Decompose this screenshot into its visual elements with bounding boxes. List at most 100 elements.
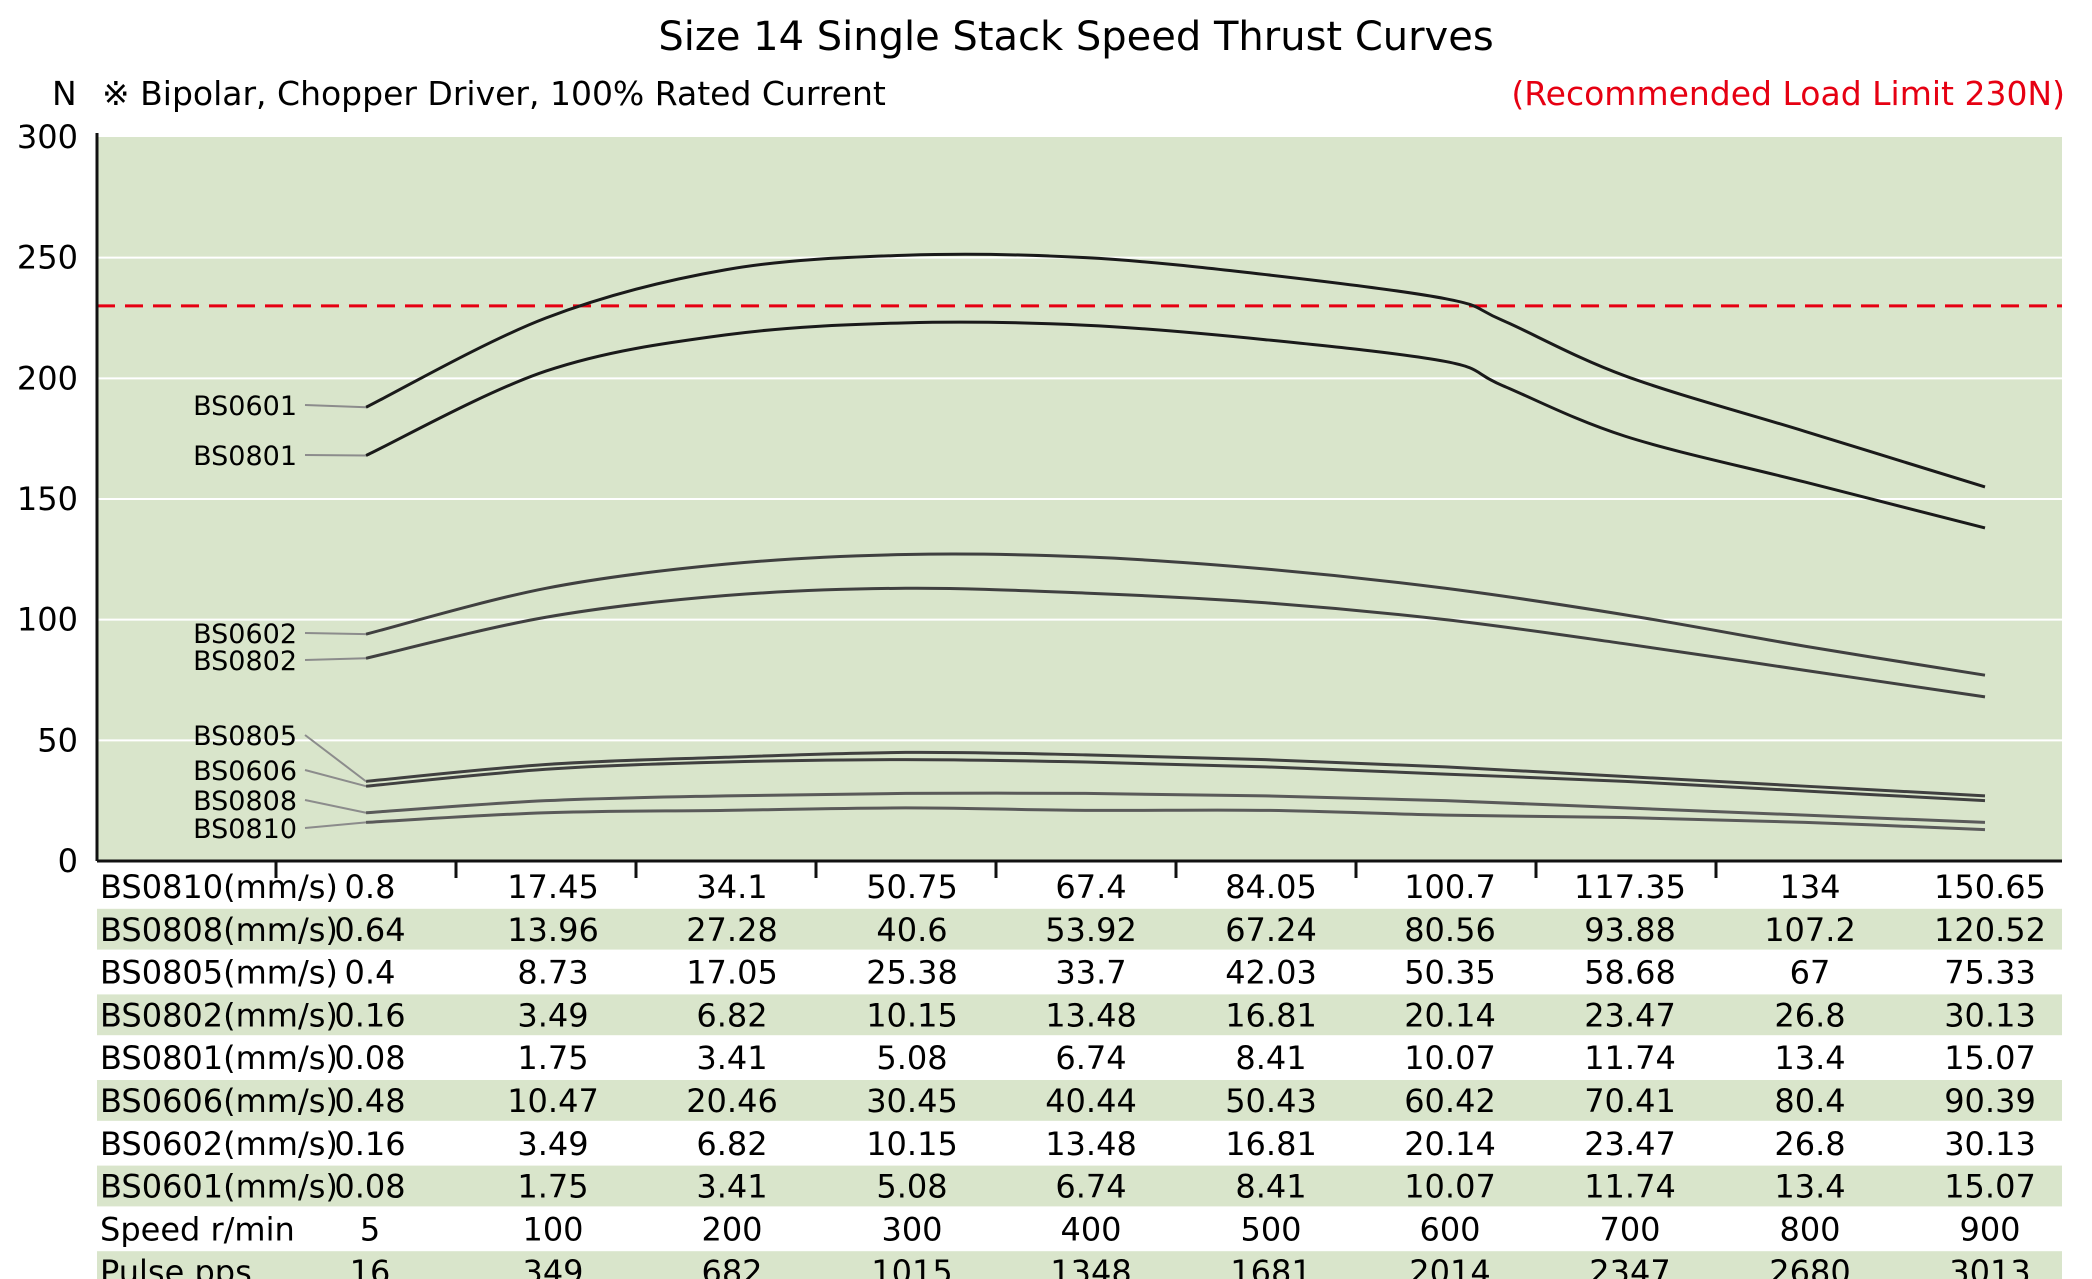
table-cell: 1348 — [1050, 1253, 1131, 1279]
table-cell: 1681 — [1230, 1253, 1311, 1279]
chart-title: Size 14 Single Stack Speed Thrust Curves — [658, 14, 1493, 60]
table-row: BS0802(mm/s)0.16 3.49 6.82 10.15 13.48 16.81 2… — [100, 996, 2036, 1034]
curve-bs0601 — [365, 252, 1986, 489]
table-cell: 900 — [1959, 1210, 2020, 1248]
table-cell: 2014 — [1409, 1253, 1490, 1279]
table-cell: 40.6 — [876, 911, 947, 949]
table-cell: 11.74 — [1584, 1168, 1676, 1206]
series-label-bs0810: BS0810 — [193, 814, 297, 845]
table-cell: 3.49 — [517, 1125, 588, 1163]
table-cell: 6.74 — [1055, 1039, 1126, 1077]
table-cell: 50.35 — [1404, 954, 1496, 992]
y-tick-label: 100 — [17, 601, 78, 639]
table-row-label: BS0801(mm/s) — [100, 1039, 338, 1077]
leader-line — [304, 769, 367, 788]
table-row-stripe — [97, 1080, 2062, 1121]
table-cell: 5.08 — [876, 1039, 947, 1077]
table-row: BS0602(mm/s)0.16 3.49 6.82 10.15 13.48 16.81 2… — [100, 1125, 2036, 1163]
data-table: BS0810(mm/s) 0.8 17.45 34.1 50.75 67.4 84.05 10… — [97, 868, 2062, 1279]
table-cell: 67.4 — [1055, 868, 1126, 906]
table-cell: 60.42 — [1404, 1082, 1496, 1120]
table-cell: 700 — [1599, 1210, 1660, 1248]
table-cell: 17.45 — [507, 868, 599, 906]
table-cell: 16 — [350, 1253, 391, 1279]
table-cell: 120.52 — [1934, 911, 2046, 949]
table-cell: 13.96 — [507, 911, 599, 949]
table-cell: 84.05 — [1225, 868, 1317, 906]
leader-line — [304, 821, 367, 829]
table-cell: 42.03 — [1225, 954, 1317, 992]
table-cell: 6.82 — [696, 1125, 767, 1163]
table-row-label: BS0602(mm/s) — [100, 1125, 338, 1163]
table-cell: 16.81 — [1225, 1125, 1317, 1163]
table-cell: 6.74 — [1055, 1168, 1126, 1206]
table-cell: 1015 — [871, 1253, 952, 1279]
table-cell: 26.8 — [1774, 996, 1845, 1034]
table-cell: 30.13 — [1944, 996, 2036, 1034]
table-row-label: BS0805(mm/s) — [100, 954, 338, 992]
table-cell: 100 — [522, 1210, 583, 1248]
table-row-stripe — [97, 1165, 2062, 1207]
y-tick-label: 150 — [17, 480, 78, 518]
table-cell: 27.28 — [686, 911, 778, 949]
leader-line — [304, 632, 367, 636]
table-cell: 5 — [360, 1210, 380, 1248]
table-cell: 200 — [701, 1210, 762, 1248]
y-tick-label: 50 — [37, 721, 78, 759]
series-label-bs0802: BS0802 — [193, 646, 297, 677]
table-cell: 1.75 — [517, 1168, 588, 1206]
table-cell: 0.64 — [334, 911, 405, 949]
curve-bs0801 — [365, 320, 1986, 530]
table-row-label: BS0601(mm/s) — [100, 1168, 338, 1206]
table-cell: 3.41 — [696, 1168, 767, 1206]
leader-line — [304, 799, 367, 814]
leader-line — [304, 734, 367, 783]
table-cell: 5.08 — [876, 1168, 947, 1206]
table-cell: 11.74 — [1584, 1039, 1676, 1077]
table-cell: 3.41 — [696, 1039, 767, 1077]
table-cell: 20.46 — [686, 1082, 778, 1120]
table-cell: 25.38 — [866, 954, 958, 992]
table-row-label: BS0606(mm/s) — [100, 1082, 338, 1120]
table-row-label: Speed r/min — [100, 1210, 295, 1248]
table-row: Pulse pps 16 349 682 1015 1348 1681 2014 2347 268… — [100, 1253, 2031, 1279]
table-cell: 80.56 — [1404, 911, 1496, 949]
chart-subtitle: ※ Bipolar, Chopper Driver, 100% Rated Cu… — [102, 74, 886, 113]
table-cell: 6.82 — [696, 996, 767, 1034]
table-cell: 30.45 — [866, 1082, 958, 1120]
table-cell: 3013 — [1949, 1253, 2030, 1279]
table-cell: 8.41 — [1235, 1168, 1306, 1206]
table-cell: 10.07 — [1404, 1039, 1496, 1077]
table-cell: 58.68 — [1584, 954, 1676, 992]
table-cell: 40.44 — [1045, 1082, 1137, 1120]
table-cell: 10.15 — [866, 1125, 958, 1163]
table-cell: 15.07 — [1944, 1039, 2036, 1077]
table-cell: 150.65 — [1934, 868, 2046, 906]
table-cell: 67.24 — [1225, 911, 1317, 949]
table-row: Speed r/min 5 100 200 300 400 500 600 700 800 900 — [100, 1210, 2021, 1248]
table-cell: 400 — [1060, 1210, 1121, 1248]
y-tick-label: 300 — [17, 118, 78, 156]
table-cell: 20.14 — [1404, 1125, 1496, 1163]
table-cell: 8.73 — [517, 954, 588, 992]
y-axis-ticks: 0 50 100 150 200 250 300 — [17, 118, 78, 880]
table-cell: 26.8 — [1774, 1125, 1845, 1163]
table-cell: 600 — [1419, 1210, 1480, 1248]
thrust-curves — [365, 252, 1986, 832]
table-cell: 13.48 — [1045, 996, 1137, 1034]
table-cell: 10.47 — [507, 1082, 599, 1120]
table-cell: 0.08 — [334, 1168, 405, 1206]
table-cell: 300 — [881, 1210, 942, 1248]
table-cell: 10.15 — [866, 996, 958, 1034]
table-cell: 13.48 — [1045, 1125, 1137, 1163]
table-row: BS0808(mm/s)0.64 13.96 27.28 40.6 53.92 67.24… — [100, 911, 2046, 949]
table-cell: 100.7 — [1404, 868, 1496, 906]
table-cell: 134 — [1779, 868, 1840, 906]
series-label-bs0805: BS0805 — [193, 721, 297, 752]
table-cell: 500 — [1240, 1210, 1301, 1248]
table-cell: 8.41 — [1235, 1039, 1306, 1077]
curve-bs0810 — [365, 806, 1986, 832]
table-cell: 0.8 — [345, 868, 396, 906]
table-cell: 117.35 — [1574, 868, 1686, 906]
